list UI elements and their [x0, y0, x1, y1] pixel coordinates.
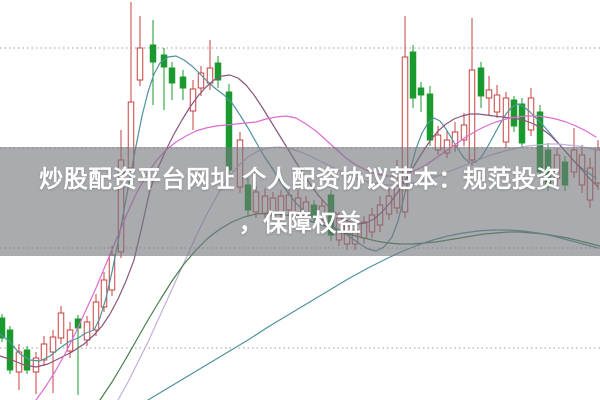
candle [214, 56, 222, 88]
candle-body [179, 76, 187, 89]
candle [197, 66, 205, 96]
candle [493, 85, 501, 118]
candle [485, 76, 493, 115]
candle-body [168, 67, 176, 84]
candle-body [92, 301, 100, 331]
headline-line-2: ，保障权益 [238, 209, 362, 237]
candle-body [493, 94, 501, 113]
candle [417, 82, 425, 112]
candle [57, 306, 65, 344]
candle-body [160, 54, 168, 68]
candle [40, 336, 48, 366]
candle-body [83, 321, 91, 341]
headline-overlay: 炒股配资平台网址 个人配资协议范本：规范投资 ，保障权益 [0, 147, 600, 256]
candle-body [206, 67, 214, 84]
candle-body [409, 51, 417, 99]
candle-body [460, 124, 468, 141]
candle [92, 294, 100, 336]
candle [468, 18, 476, 166]
headline-line-1: 炒股配资平台网址 个人配资协议范本：规范投资 [39, 165, 561, 193]
candle-body [426, 93, 434, 141]
candle-body [32, 357, 40, 373]
candle-body [40, 343, 48, 361]
candle [168, 62, 176, 100]
candle [0, 314, 6, 342]
candle-body [214, 62, 222, 81]
candle [149, 20, 157, 105]
candle-body [477, 67, 485, 97]
candle [409, 45, 417, 108]
candle [460, 113, 468, 146]
candle-body [149, 44, 157, 63]
candle [527, 88, 535, 136]
candle-body [57, 312, 65, 339]
candle-body [417, 87, 425, 96]
candle [179, 70, 187, 100]
candle-body [6, 329, 14, 371]
candle [510, 96, 518, 132]
candle [426, 86, 434, 146]
candle-body [485, 89, 493, 99]
candle [477, 62, 485, 108]
candle-body [510, 99, 518, 127]
candle-body [49, 336, 57, 353]
candle-body [136, 47, 144, 81]
candle-body [527, 97, 535, 131]
candle [136, 16, 144, 86]
candle [6, 326, 14, 374]
candle [32, 352, 40, 394]
candle [160, 48, 168, 110]
candle-body [197, 72, 205, 89]
candle-body [0, 317, 6, 339]
candle-body [518, 103, 526, 144]
